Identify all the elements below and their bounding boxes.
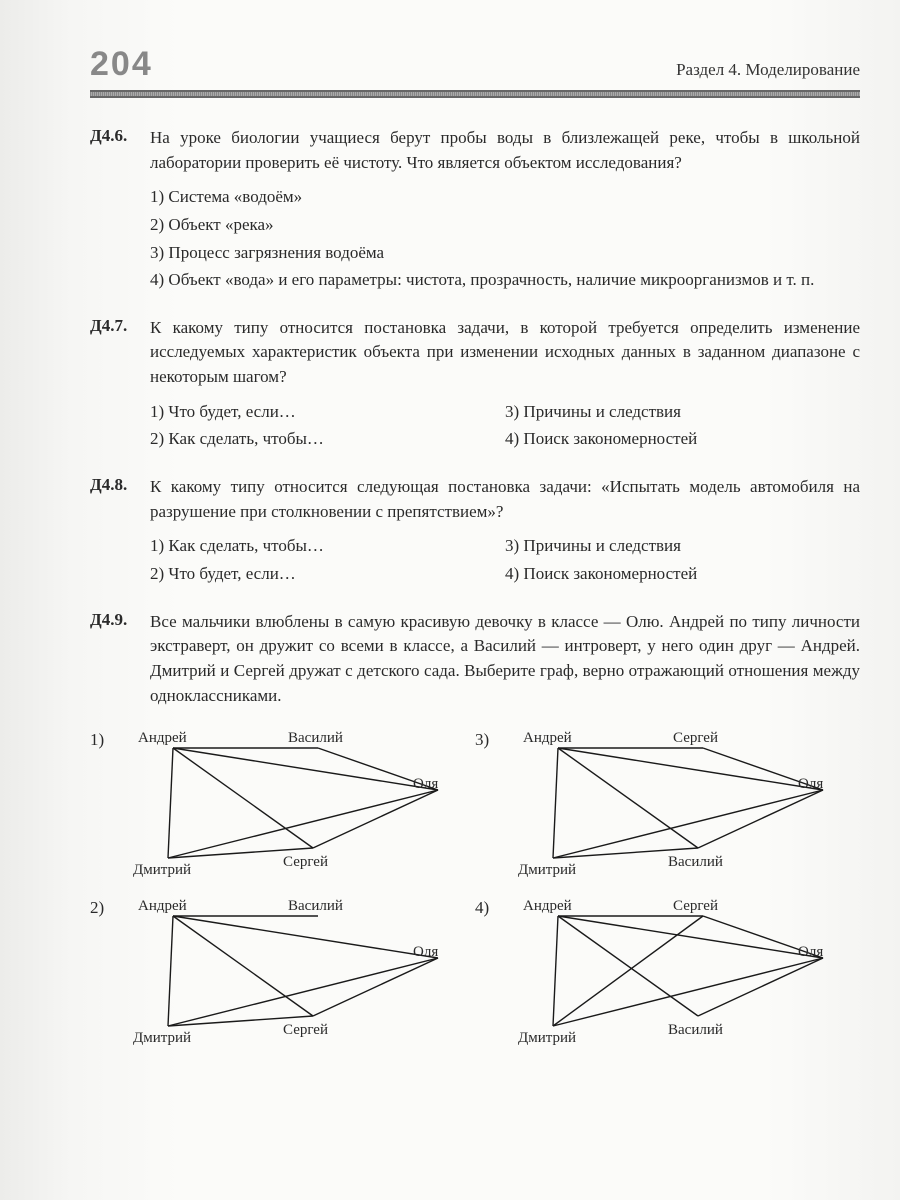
svg-text:Андрей: Андрей bbox=[138, 730, 187, 746]
options-list: 1) Как сделать, чтобы… 3) Причины и след… bbox=[150, 534, 860, 586]
problem-d4-9: Д4.9. Все мальчики влюблены в самую крас… bbox=[90, 610, 860, 709]
svg-text:Сергей: Сергей bbox=[673, 898, 718, 914]
svg-text:Сергей: Сергей bbox=[673, 730, 718, 746]
problem-d4-8: Д4.8. К какому типу относится следующая … bbox=[90, 475, 860, 590]
graphs-container: 1) Андрей Василий Оля Дмитрий Сергей 3) Андр… bbox=[90, 728, 860, 1046]
option: 2) Объект «река» bbox=[150, 213, 860, 238]
graph-number: 4) bbox=[475, 898, 499, 918]
graph-number: 1) bbox=[90, 730, 114, 750]
graph-2: Андрей Василий Оля Дмитрий Сергей bbox=[118, 896, 475, 1046]
svg-text:Сергей: Сергей bbox=[283, 854, 328, 870]
svg-text:Дмитрий: Дмитрий bbox=[133, 1030, 191, 1046]
graph-number: 2) bbox=[90, 898, 114, 918]
svg-text:Оля: Оля bbox=[798, 776, 823, 792]
option: 1) Система «водоём» bbox=[150, 185, 860, 210]
svg-text:Василий: Василий bbox=[668, 854, 723, 870]
problem-body: Все мальчики влюблены в самую красивую д… bbox=[150, 610, 860, 709]
svg-text:Оля: Оля bbox=[798, 944, 823, 960]
problem-body: На уроке биологии учащиеся берут пробы в… bbox=[150, 126, 860, 296]
option: 4) Поиск закономерностей bbox=[505, 562, 860, 587]
svg-text:Оля: Оля bbox=[413, 776, 438, 792]
option: 1) Что будет, если… bbox=[150, 400, 505, 425]
option: 3) Процесс загрязнения водоёма bbox=[150, 241, 860, 266]
option: 4) Поиск закономерностей bbox=[505, 427, 860, 452]
problem-body: К какому типу относится постановка задач… bbox=[150, 316, 860, 455]
svg-text:Василий: Василий bbox=[288, 730, 343, 746]
svg-text:Дмитрий: Дмитрий bbox=[133, 862, 191, 878]
options-list: 1) Что будет, если… 3) Причины и следств… bbox=[150, 400, 860, 452]
svg-text:Дмитрий: Дмитрий bbox=[518, 1030, 576, 1046]
header-divider bbox=[90, 90, 860, 98]
svg-text:Оля: Оля bbox=[413, 944, 438, 960]
problem-id: Д4.6. bbox=[90, 126, 150, 296]
problem-body: К какому типу относится следующая постан… bbox=[150, 475, 860, 590]
graph-row: 2) Андрей Василий Оля Дмитрий Сергей 4) Андр… bbox=[90, 896, 860, 1046]
option: 3) Причины и следствия bbox=[505, 534, 860, 559]
svg-text:Василий: Василий bbox=[288, 898, 343, 914]
problem-id: Д4.9. bbox=[90, 610, 150, 709]
options-list: 1) Система «водоём» 2) Объект «река» 3) … bbox=[150, 185, 860, 293]
graph-cell: 2) Андрей Василий Оля Дмитрий Сергей bbox=[90, 896, 475, 1046]
page-header: 204 Раздел 4. Моделирование bbox=[90, 45, 860, 84]
page-number: 204 bbox=[90, 45, 153, 84]
svg-text:Андрей: Андрей bbox=[523, 898, 572, 914]
graph-row: 1) Андрей Василий Оля Дмитрий Сергей 3) Андр… bbox=[90, 728, 860, 878]
graph-number: 3) bbox=[475, 730, 499, 750]
graph-1: Андрей Василий Оля Дмитрий Сергей bbox=[118, 728, 475, 878]
problem-id: Д4.8. bbox=[90, 475, 150, 590]
graph-cell: 4) Андрей Сергей Оля Дмитрий Василий bbox=[475, 896, 860, 1046]
problem-text: К какому типу относится постановка задач… bbox=[150, 318, 860, 386]
page: 204 Раздел 4. Моделирование Д4.6. На уро… bbox=[0, 0, 900, 1200]
option: 2) Что будет, если… bbox=[150, 562, 505, 587]
graph-3: Андрей Сергей Оля Дмитрий Василий bbox=[503, 728, 860, 878]
option: 1) Как сделать, чтобы… bbox=[150, 534, 505, 559]
problem-text: К какому типу относится следующая постан… bbox=[150, 477, 860, 521]
problem-text: Все мальчики влюблены в самую красивую д… bbox=[150, 612, 860, 705]
problem-id: Д4.7. bbox=[90, 316, 150, 455]
graph-cell: 3) Андрей Сергей Оля Дмитрий Василий bbox=[475, 728, 860, 878]
problem-text: На уроке биологии учащиеся берут пробы в… bbox=[150, 128, 860, 172]
graph-cell: 1) Андрей Василий Оля Дмитрий Сергей bbox=[90, 728, 475, 878]
svg-text:Сергей: Сергей bbox=[283, 1022, 328, 1038]
svg-text:Андрей: Андрей bbox=[138, 898, 187, 914]
svg-text:Андрей: Андрей bbox=[523, 730, 572, 746]
option: 2) Как сделать, чтобы… bbox=[150, 427, 505, 452]
graph-4: Андрей Сергей Оля Дмитрий Василий bbox=[503, 896, 860, 1046]
svg-text:Дмитрий: Дмитрий bbox=[518, 862, 576, 878]
problem-d4-6: Д4.6. На уроке биологии учащиеся берут п… bbox=[90, 126, 860, 296]
option: 3) Причины и следствия bbox=[505, 400, 860, 425]
problem-d4-7: Д4.7. К какому типу относится постановка… bbox=[90, 316, 860, 455]
option: 4) Объект «вода» и его параметры: чистот… bbox=[150, 268, 860, 293]
section-title: Раздел 4. Моделирование bbox=[676, 60, 860, 80]
svg-text:Василий: Василий bbox=[668, 1022, 723, 1038]
